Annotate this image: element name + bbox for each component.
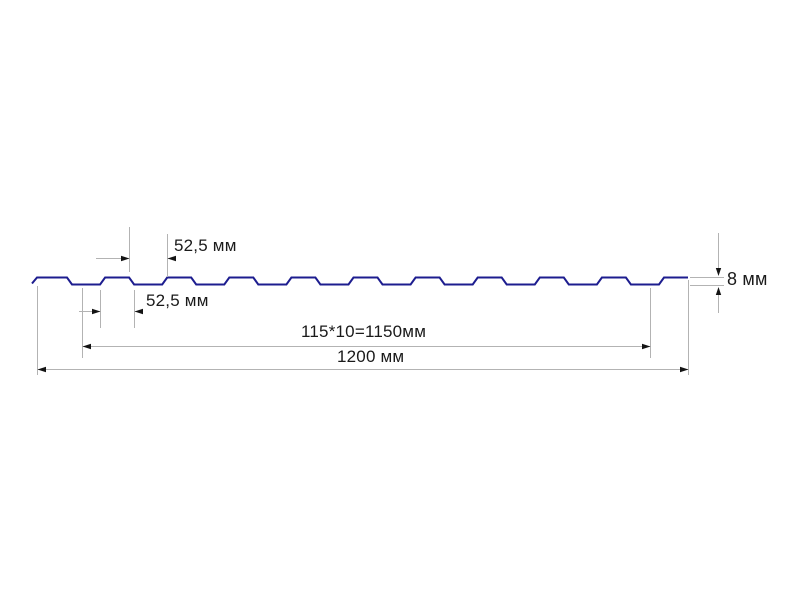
label-height: 8 мм [727,269,768,289]
arrow-top-dim-left [121,255,130,262]
arrow-bottom-dim-right [134,308,143,315]
arrow-1200-right [680,366,689,373]
arrow-8mm-up [715,287,722,295]
arrow-1150-left [82,343,91,350]
label-overall-width: 1200 мм [337,347,405,366]
label-trough-width-top: 52,5 мм [174,236,237,255]
arrow-top-dim-right [167,255,176,262]
label-pitch-total: 115*10=1150мм [301,322,427,341]
sheet-profile-outline [31,276,688,286]
arrow-8mm-down [715,268,722,276]
label-crest-width-bottom: 52,5 мм [146,291,209,310]
arrow-bottom-dim-left [92,308,101,315]
arrow-1150-right [642,343,651,350]
arrow-1200-left [37,366,46,373]
